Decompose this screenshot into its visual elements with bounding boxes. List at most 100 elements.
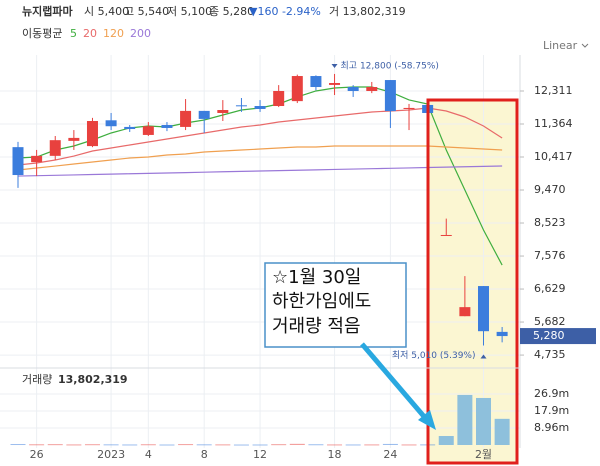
close: 종 5,280 <box>209 5 254 18</box>
volume-bar <box>345 444 361 446</box>
callout-box <box>264 262 407 348</box>
volume-bar <box>29 444 45 446</box>
ma-line <box>17 165 503 177</box>
volume-bar <box>401 444 417 446</box>
ma-title: 이동평균 <box>22 27 62 40</box>
x-tick-label: 12 <box>253 448 267 461</box>
candle-body <box>347 87 359 91</box>
candle-body <box>105 120 117 127</box>
candle-body <box>124 126 136 130</box>
low-marker <box>480 354 487 359</box>
y-tick-label: 8,523 <box>534 216 566 229</box>
volume-bar <box>103 444 119 446</box>
low-annotation: 최저 5,010 (5.39%) <box>392 350 476 361</box>
candle-body <box>329 83 341 85</box>
candle-body <box>180 110 192 127</box>
y-tick-label: 7,576 <box>534 249 566 262</box>
y-tick-label: 10,417 <box>534 150 573 163</box>
high: 고 5,540 <box>124 5 169 18</box>
y-tick-label: 8.96m <box>534 421 569 434</box>
candle-body <box>142 126 154 135</box>
volume-bar <box>438 435 454 445</box>
callout-arrowhead <box>418 410 436 430</box>
volume-bar <box>476 397 491 445</box>
y-tick-label: 9,470 <box>534 183 566 196</box>
candle-body <box>310 76 322 88</box>
candle-body <box>235 105 247 107</box>
highlight-box <box>426 98 519 465</box>
high-annotation: 최고 12,800 (-58.75%) <box>341 60 439 71</box>
volume-bar <box>122 444 138 446</box>
high-marker <box>331 63 338 68</box>
candle-body <box>254 106 266 109</box>
y-tick-label: 26.9m <box>534 387 569 400</box>
volume-bar <box>215 444 231 446</box>
candle-body <box>12 147 24 176</box>
volume-header: 거 13,802,319 <box>329 5 406 18</box>
candle-body <box>384 80 396 112</box>
candle-body <box>273 90 285 107</box>
volume-bar <box>494 418 510 445</box>
stock-name: 뉴지랩파마 <box>22 4 73 18</box>
volume-title: 거래량 <box>22 373 52 386</box>
callout-text: ☆1월 30일 <box>272 267 361 288</box>
volume-bar <box>289 443 305 445</box>
legend-entry: 200 <box>130 27 151 40</box>
volume-bar <box>140 444 156 446</box>
volume-bar <box>84 444 100 446</box>
volume-bar <box>178 444 194 446</box>
price-tag-label: 5,280 <box>533 329 565 342</box>
volume-bar <box>10 444 26 446</box>
candle-body <box>440 234 452 236</box>
candle-body <box>291 76 303 102</box>
y-tick-label: 17.9m <box>534 404 569 417</box>
candle-body <box>478 286 489 332</box>
highlight-fill <box>428 100 517 463</box>
candle-body <box>31 155 43 163</box>
candle-body <box>459 307 471 317</box>
y-tick-label: 6,629 <box>534 282 566 295</box>
legend-entry: 120 <box>103 27 124 40</box>
y-tick-label: 12,311 <box>534 84 573 97</box>
change: ▼160 -2.94% <box>249 5 321 18</box>
y-tick-label: 5,682 <box>534 315 566 328</box>
callout-arrow <box>360 342 429 422</box>
y-tick-label: 4,735 <box>534 348 566 361</box>
volume-bar <box>252 444 268 446</box>
volume-latest: 13,802,319 <box>58 373 128 386</box>
callout-text: 거래량 적음 <box>272 316 361 337</box>
dropdown-icon <box>581 43 589 48</box>
volume-bar <box>47 444 63 446</box>
x-tick-label: 2023 <box>97 448 125 461</box>
volume-bar <box>233 444 249 446</box>
candle-body <box>217 110 229 113</box>
volume-bar <box>327 444 343 446</box>
volume-bar <box>308 444 324 446</box>
ma-line <box>17 107 503 166</box>
volume-bar <box>196 444 212 446</box>
volume-bar <box>382 443 398 445</box>
legend-entry: 20 <box>83 27 97 40</box>
volume-bar <box>271 444 287 446</box>
ma-line <box>17 145 503 171</box>
candle-body <box>403 107 415 109</box>
scale-type[interactable]: Linear <box>543 39 578 52</box>
volume-bar <box>66 444 82 446</box>
callout-text: 하한가임에도 <box>272 291 371 312</box>
x-tick-label: 4 <box>145 448 152 461</box>
candle-body <box>86 121 98 147</box>
open: 시 5,400 <box>84 5 129 18</box>
price-tag <box>520 328 596 345</box>
candle-body <box>496 331 508 337</box>
x-tick-label: 26 <box>30 448 44 461</box>
volume-bar <box>457 394 473 445</box>
candle-body <box>161 125 173 128</box>
x-tick-label: 18 <box>328 448 342 461</box>
candle-body <box>68 137 80 141</box>
candle-body <box>198 110 210 119</box>
low: 저 5,100 <box>167 5 212 18</box>
volume-bar <box>364 444 380 446</box>
x-tick-label: 8 <box>201 448 208 461</box>
x-tick-label: 2월 <box>475 448 492 461</box>
